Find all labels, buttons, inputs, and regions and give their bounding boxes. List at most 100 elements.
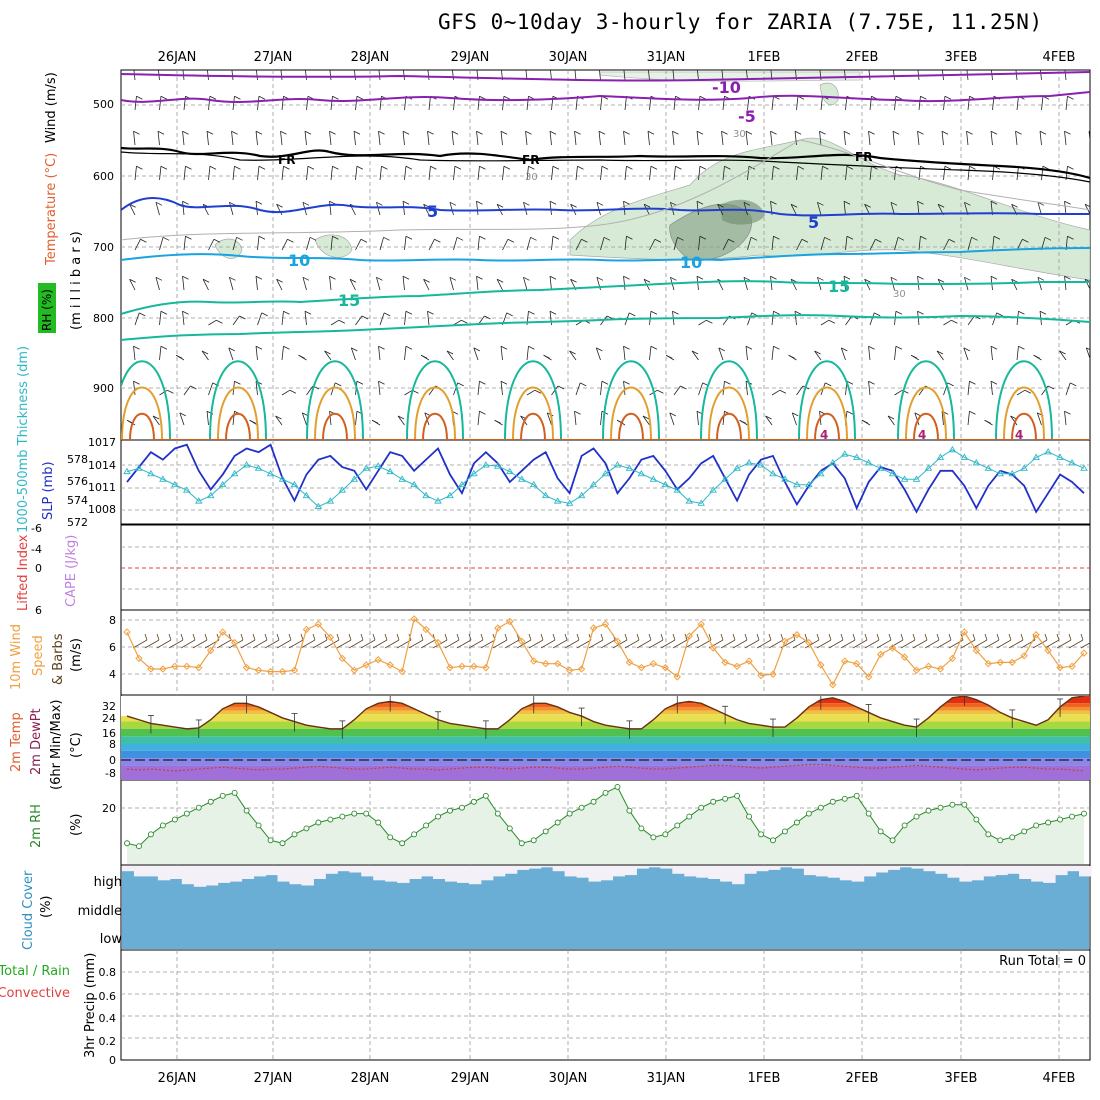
wind-barb (967, 66, 973, 69)
contour-label: 5 (427, 202, 438, 221)
wind-barb (724, 165, 731, 170)
wind10-barb (600, 633, 604, 641)
wind-barb (580, 382, 587, 387)
wind-barb (718, 347, 725, 352)
wind10-barb (300, 639, 316, 649)
wind-barb (1022, 238, 1029, 243)
wind-speed-marker (386, 661, 394, 669)
wind-barb (258, 95, 266, 100)
wind10-barb (1068, 633, 1072, 641)
wind-barb (1092, 166, 1098, 169)
wind-barb (228, 347, 235, 352)
wind-barb (817, 201, 824, 206)
wind10-barb (720, 633, 724, 641)
wind-barb (966, 70, 969, 81)
wind-barb (549, 310, 557, 315)
thickness-marker (924, 464, 933, 471)
thickness-marker (805, 480, 813, 488)
wind-barb (819, 130, 826, 135)
wind-barb (868, 346, 871, 361)
wind-barb (355, 411, 358, 426)
wind-speed-marker (924, 662, 933, 671)
wind-barb (698, 319, 707, 326)
cloud-gap (588, 866, 602, 882)
wind-tick: 6 (109, 641, 116, 654)
wind-barb (152, 415, 160, 420)
wind-barb (449, 202, 454, 216)
wind-barb (479, 95, 486, 100)
wind-barb (1091, 239, 1096, 250)
wind10-barb (840, 639, 856, 649)
wind-barb (427, 310, 434, 315)
wind-barb (427, 70, 430, 81)
wind-barb (864, 278, 871, 283)
wind-barb (428, 66, 434, 69)
thickness-marker (984, 464, 993, 471)
wind10-barb (912, 639, 928, 649)
wind-barb (185, 165, 192, 170)
wind-barb (792, 412, 799, 417)
wind-barb (304, 131, 307, 146)
wind-barb (502, 166, 505, 181)
wind-barb (255, 131, 258, 146)
wind-barb (920, 95, 927, 100)
wind-barb (1064, 410, 1071, 415)
wind-barb (626, 235, 633, 240)
wind10-barb (984, 633, 988, 641)
wind-barb (771, 389, 781, 396)
wind-barb (208, 382, 214, 396)
wind-barb (771, 66, 777, 69)
wind-barb (454, 165, 462, 170)
wind-barb (201, 350, 209, 355)
wind-barb (283, 345, 290, 350)
rh-marker (124, 840, 130, 847)
wind-barb (895, 95, 903, 100)
wind-barb (1084, 203, 1090, 208)
thickness-marker (338, 486, 347, 493)
wind-speed-marker (1068, 662, 1076, 671)
wind10-barb (900, 633, 904, 641)
wind-barb (1037, 202, 1042, 216)
wind-barb (229, 277, 234, 291)
wind-barb (601, 380, 609, 385)
wind-barb (696, 275, 704, 280)
wind-barb (133, 130, 140, 135)
wind10-barb (696, 633, 700, 641)
wind-barb (672, 130, 679, 135)
date-label: 26JAN (158, 1071, 197, 1086)
cloud-gap (229, 866, 243, 882)
wind-barb (914, 412, 920, 426)
wind-barb (155, 202, 160, 216)
rh-marker (698, 804, 705, 811)
wind-speed-marker (697, 620, 705, 628)
wind-barb (378, 130, 385, 135)
wind-barb (642, 415, 650, 420)
rh-legend-label: RH (%) (40, 289, 54, 331)
thickness-marker (314, 502, 323, 510)
wind-barb (179, 412, 185, 426)
wind-barb (453, 166, 456, 181)
wind-barb (456, 236, 464, 241)
wind-label-b: Speed (31, 635, 46, 676)
wind-barb (283, 310, 290, 315)
wind-barb (403, 70, 405, 81)
wind-barb (351, 347, 358, 352)
wind-barb (232, 166, 235, 181)
wind-speed-marker (326, 633, 335, 642)
wind10-barb (156, 639, 172, 649)
date-label: 27JAN (254, 1071, 293, 1086)
wind-barb (476, 200, 483, 205)
wind-barb (461, 319, 468, 324)
cloud-gap (600, 866, 613, 881)
contour-plus15 (121, 280, 1090, 315)
wind-barb (353, 130, 361, 135)
date-label: 2FEB (846, 50, 879, 65)
cloud-gap (887, 866, 901, 870)
wind-barb (574, 410, 581, 415)
rh-area-5 (314, 234, 353, 258)
wind-speed-marker (159, 665, 167, 673)
cloud-gap (875, 866, 889, 873)
wind-barb (202, 278, 210, 283)
wind10-barb (504, 633, 508, 641)
